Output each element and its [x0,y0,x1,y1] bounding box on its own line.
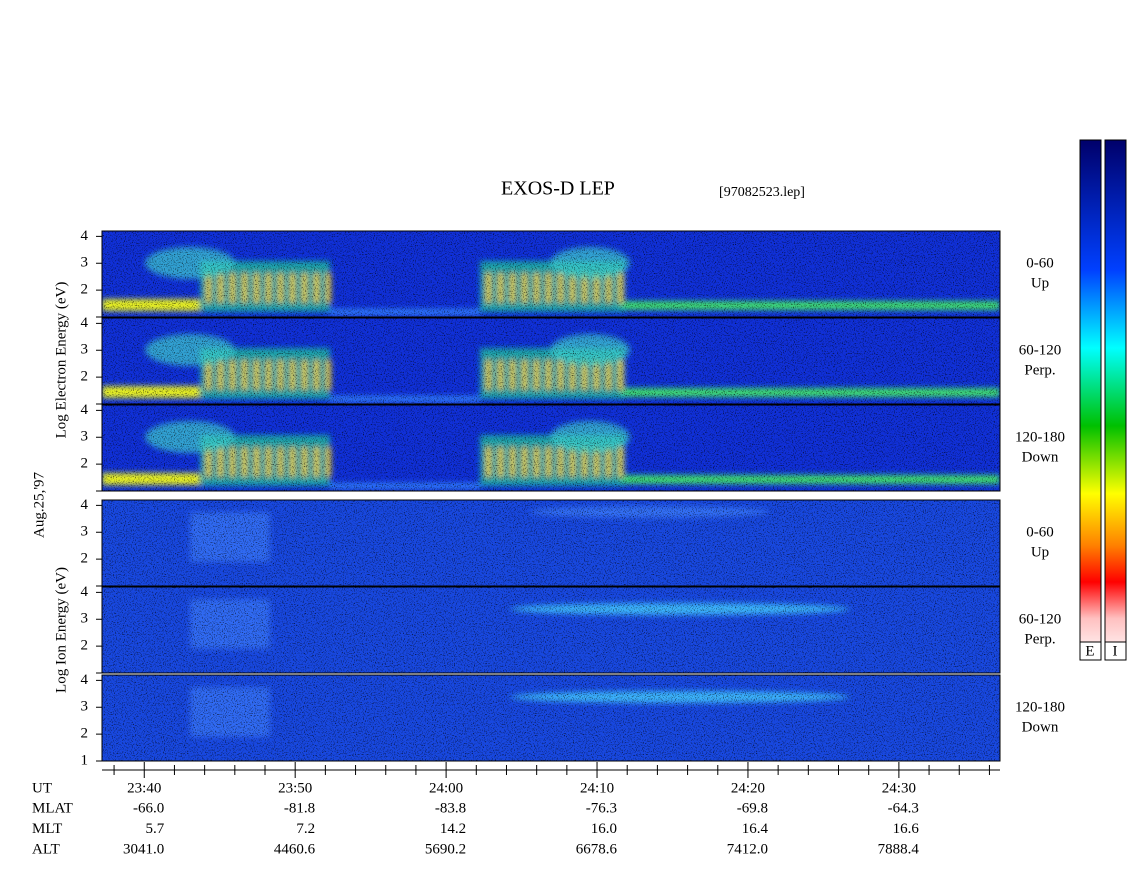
panel-direction: Perp. [1024,631,1055,647]
y-tick-label: 2 [81,638,89,654]
spectrogram [101,404,1001,492]
y-tick-label: 2 [81,551,89,567]
ephemeris-value: 3041.0 [123,841,164,857]
ephemeris-value: -66.0 [133,800,164,816]
x-tick-label: 23:40 [127,780,161,796]
spectrogram-layer [102,231,1000,317]
panel-frame [101,586,1001,674]
ephemeris-value: 7412.0 [727,841,768,857]
spectrogram [101,674,1001,762]
noise [102,318,1000,404]
colorbar-label: I [1113,643,1118,659]
spectrogram [101,499,1001,587]
panel-frame [101,404,1001,492]
x-tick-label: 23:50 [278,780,312,796]
ephemeris-value: 4460.6 [274,841,316,857]
x-tick-label: 24:00 [429,780,463,796]
noise [102,231,1000,317]
panel-angle: 120-180 [1015,429,1065,445]
y-tick-label: 3 [81,611,89,627]
y-tick-label: 3 [81,524,89,540]
y-tick-label: 4 [81,228,89,244]
ephemeris-value: 16.4 [742,821,769,837]
ut-label: UT [32,780,52,796]
ephemeris-label: ALT [32,841,60,857]
panel-angle: 60-120 [1019,342,1062,358]
noise [102,675,1000,761]
ephemeris-value: 14.2 [440,821,466,837]
ion-y-label: Log Ion Energy (eV) [53,567,69,693]
spectrogram-layer [102,405,1000,491]
spectrogram-layer [102,500,1000,586]
spectrogram-layer [102,318,1000,404]
y-tick-label: 2 [81,726,89,742]
panel-angle: 60-120 [1019,611,1062,627]
colorbar [1079,139,1102,661]
panel-frame [101,499,1001,587]
panel-frame [101,674,1001,762]
panel-angle: 120-180 [1015,699,1065,715]
ephemeris-value: 5690.2 [425,841,466,857]
x-tick-label: 24:10 [580,780,614,796]
ephemeris-value: 16.6 [893,821,920,837]
panel-direction: Up [1031,544,1049,560]
colorbar-label: E [1085,643,1094,659]
y-tick-label: 4 [81,315,89,331]
ephemeris-value: 6678.6 [576,841,618,857]
y-tick-label: 4 [81,497,89,513]
y-tick-label: 3 [81,342,89,358]
y-tick-label: 2 [81,456,89,472]
panel-direction: Down [1022,719,1059,735]
date-label: Aug.25,'97 [31,471,47,538]
y-tick-label: 4 [81,584,89,600]
noise [102,405,1000,491]
panel-direction: Up [1031,275,1049,291]
title: EXOS-D LEP [501,178,615,200]
panel-angle: 0-60 [1026,255,1054,271]
y-tick-label: 3 [81,255,89,271]
ephemeris-value: -83.8 [435,800,466,816]
ephemeris-value: 7.2 [296,821,315,837]
spectrogram [101,230,1001,318]
spectrogram [101,586,1001,674]
y-tick-label: 3 [81,429,89,445]
noise [102,587,1000,673]
y-tick-label: 2 [81,369,89,385]
panel-angle: 0-60 [1026,524,1054,540]
ephemeris-value: 7888.4 [878,841,920,857]
ephemeris-value: -76.3 [586,800,617,816]
file-name: [97082523.lep] [719,185,805,200]
noise [102,500,1000,586]
ephemeris-value: -69.8 [737,800,768,816]
colorbar [1104,139,1127,661]
x-tick-label: 24:20 [731,780,765,796]
y-tick-label: 2 [81,282,89,298]
electron-y-label: Log Electron Energy (eV) [53,282,69,439]
spectrogram-layer [102,675,1000,761]
panel-frame [101,317,1001,405]
ephemeris-label: MLT [32,821,62,837]
ephemeris-value: 5.7 [146,821,165,837]
panel-frame [101,230,1001,318]
ephemeris-value: 16.0 [591,821,617,837]
y-tick-label: 4 [81,402,89,418]
x-tick-label: 24:30 [882,780,916,796]
ephemeris-value: -81.8 [284,800,315,816]
y-tick-label: 1 [81,752,89,768]
spectrogram-layer [102,587,1000,673]
panel-direction: Perp. [1024,362,1055,378]
ephemeris-value: -64.3 [888,800,919,816]
ephemeris-label: MLAT [32,800,73,816]
y-tick-label: 4 [81,672,89,688]
spectrogram [101,317,1001,405]
colorbar-box [1079,641,1102,661]
colorbar-box [1104,641,1127,661]
y-tick-label: 3 [81,699,89,715]
panel-direction: Down [1022,449,1059,465]
